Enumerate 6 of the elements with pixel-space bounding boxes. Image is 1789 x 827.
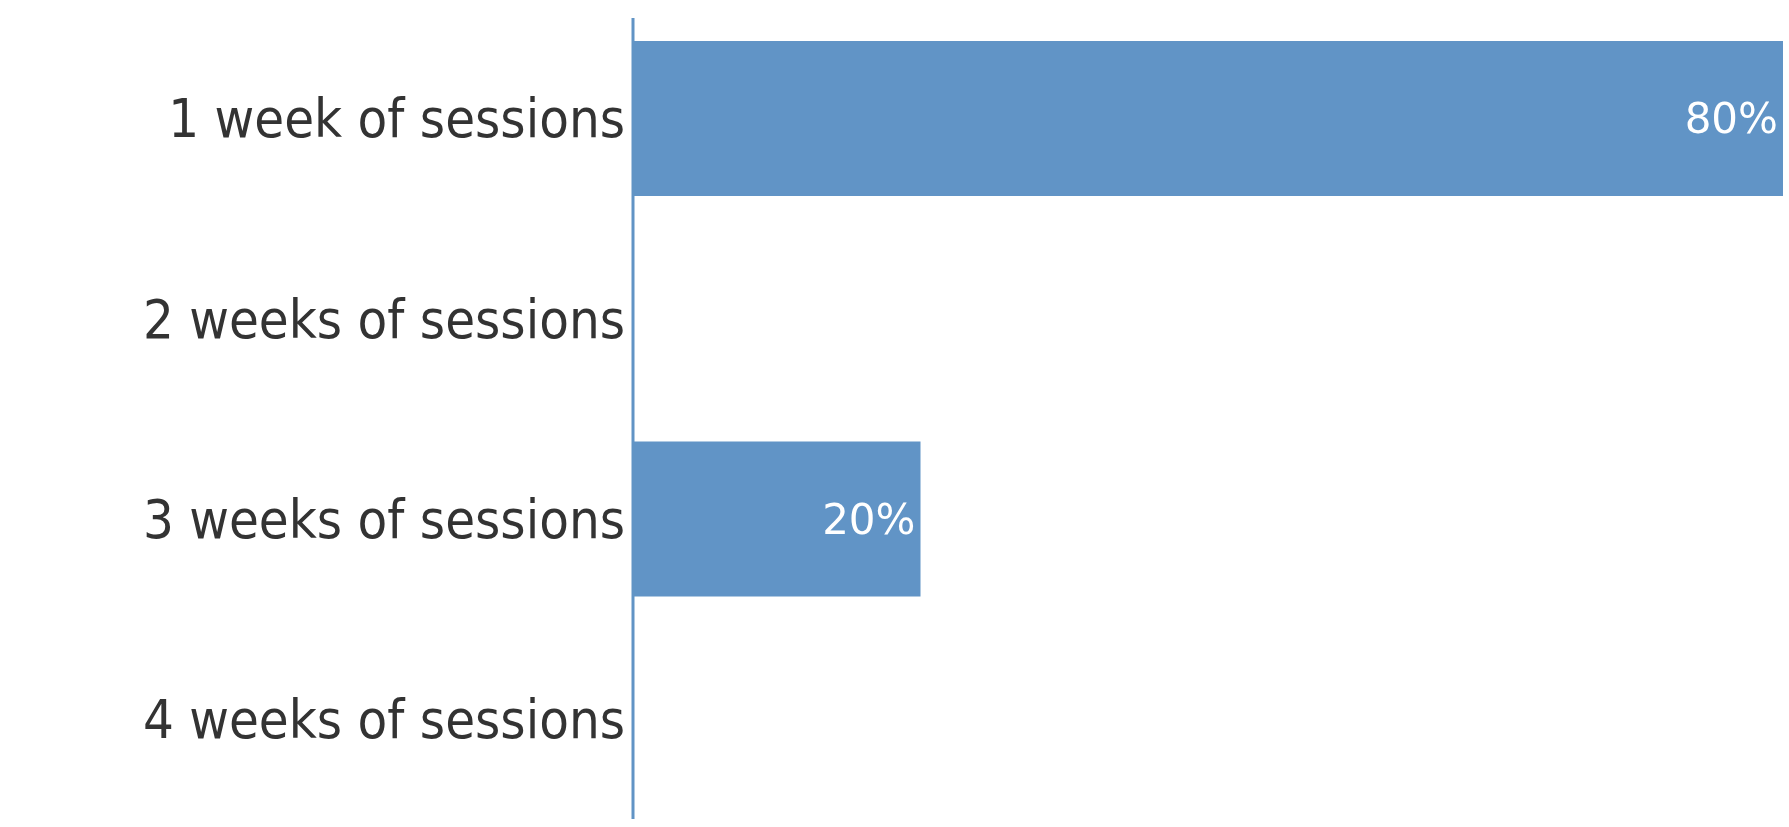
data-label: 20%: [822, 494, 916, 544]
y-tick-label: 3 weeks of sessions: [142, 487, 625, 551]
data-label: 80%: [1684, 94, 1778, 144]
y-tick-label: 1 week of sessions: [168, 87, 625, 151]
y-tick-label: 2 weeks of sessions: [142, 287, 625, 351]
y-tick-label: 4 weeks of sessions: [142, 688, 625, 752]
